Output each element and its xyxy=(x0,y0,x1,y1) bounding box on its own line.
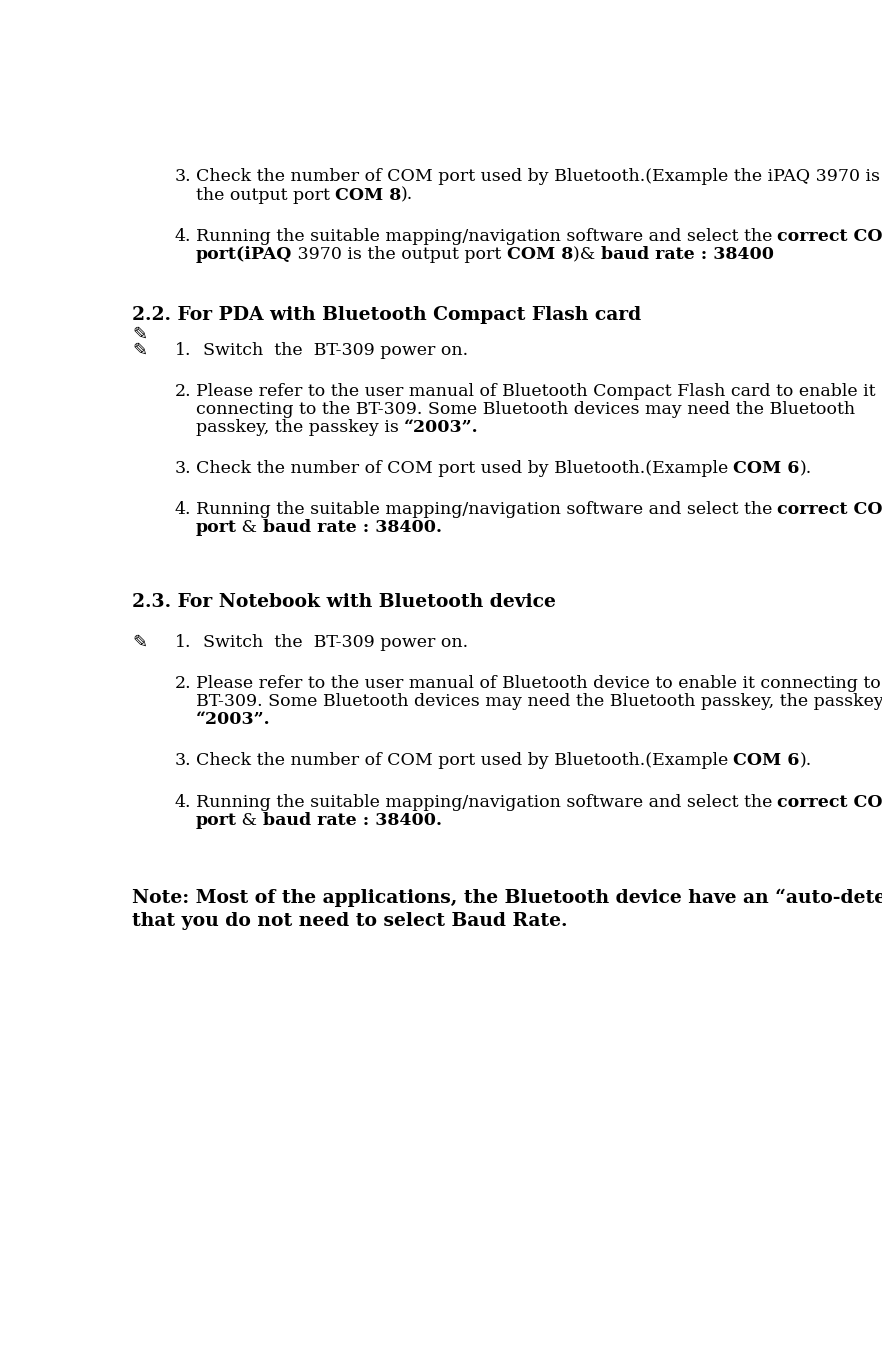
Text: 4.: 4. xyxy=(175,501,191,519)
Text: correct COM: correct COM xyxy=(777,501,882,519)
Text: Running the suitable mapping/navigation software and select the: Running the suitable mapping/navigation … xyxy=(196,228,777,244)
Text: ✎: ✎ xyxy=(132,634,147,652)
Text: ✎: ✎ xyxy=(132,327,147,344)
Text: )&: )& xyxy=(573,246,601,263)
Text: Running the suitable mapping/navigation software and select the: Running the suitable mapping/navigation … xyxy=(196,793,777,811)
Text: ).: ). xyxy=(800,460,811,477)
Text: 3.: 3. xyxy=(175,169,191,185)
Text: 1.: 1. xyxy=(175,634,191,650)
Text: Check the number of COM port used by Bluetooth.(Example: Check the number of COM port used by Blu… xyxy=(196,752,733,770)
Text: 2.3. For Notebook with Bluetooth device: 2.3. For Notebook with Bluetooth device xyxy=(132,593,556,611)
Text: 2.2. For PDA with Bluetooth Compact Flash card: 2.2. For PDA with Bluetooth Compact Flas… xyxy=(132,306,641,324)
Text: Switch  the  BT-309 power on.: Switch the BT-309 power on. xyxy=(203,342,468,358)
Text: 2.: 2. xyxy=(175,675,191,691)
Text: ✎: ✎ xyxy=(132,342,147,359)
Text: port: port xyxy=(196,812,236,829)
Text: “2003”.: “2003”. xyxy=(404,418,479,436)
Text: 1.: 1. xyxy=(175,342,191,358)
Text: connecting to the BT-309. Some Bluetooth devices may need the Bluetooth: connecting to the BT-309. Some Bluetooth… xyxy=(196,401,855,418)
Text: &: & xyxy=(236,520,263,536)
Text: baud rate : 38400.: baud rate : 38400. xyxy=(263,520,442,536)
Text: COM 6: COM 6 xyxy=(733,460,800,477)
Text: 4.: 4. xyxy=(175,793,191,811)
Text: COM 6: COM 6 xyxy=(733,752,800,770)
Text: baud rate : 38400: baud rate : 38400 xyxy=(601,246,774,263)
Text: 3970 is the output port: 3970 is the output port xyxy=(292,246,506,263)
Text: correct COM: correct COM xyxy=(777,793,882,811)
Text: COM 8: COM 8 xyxy=(335,187,401,203)
Text: ).: ). xyxy=(401,187,414,203)
Text: “2003”.: “2003”. xyxy=(196,711,270,729)
Text: 3.: 3. xyxy=(175,752,191,770)
Text: &: & xyxy=(236,812,263,829)
Text: Switch  the  BT-309 power on.: Switch the BT-309 power on. xyxy=(203,634,468,650)
Text: ).: ). xyxy=(800,752,811,770)
Text: BT-309. Some Bluetooth devices may need the Bluetooth passkey, the passkey is: BT-309. Some Bluetooth devices may need … xyxy=(196,693,882,711)
Text: Please refer to the user manual of Bluetooth device to enable it connecting to t: Please refer to the user manual of Bluet… xyxy=(196,675,882,691)
Text: port(iPAQ: port(iPAQ xyxy=(196,246,292,263)
Text: passkey, the passkey is: passkey, the passkey is xyxy=(196,418,404,436)
Text: Check the number of COM port used by Bluetooth.(Example the iPAQ 3970 is: Check the number of COM port used by Blu… xyxy=(196,169,879,185)
Text: COM 8: COM 8 xyxy=(506,246,573,263)
Text: port: port xyxy=(196,520,236,536)
Text: the output port: the output port xyxy=(196,187,335,203)
Text: Running the suitable mapping/navigation software and select the: Running the suitable mapping/navigation … xyxy=(196,501,777,519)
Text: 2.: 2. xyxy=(175,383,191,399)
Text: correct COM: correct COM xyxy=(777,228,882,244)
Text: baud rate : 38400.: baud rate : 38400. xyxy=(263,812,442,829)
Text: Note: Most of the applications, the Bluetooth device have an “auto-detect” featu: Note: Most of the applications, the Blue… xyxy=(132,889,882,907)
Text: Please refer to the user manual of Bluetooth Compact Flash card to enable it: Please refer to the user manual of Bluet… xyxy=(196,383,875,399)
Text: 3.: 3. xyxy=(175,460,191,477)
Text: that you do not need to select Baud Rate.: that you do not need to select Baud Rate… xyxy=(132,911,567,930)
Text: Check the number of COM port used by Bluetooth.(Example: Check the number of COM port used by Blu… xyxy=(196,460,733,477)
Text: 4.: 4. xyxy=(175,228,191,244)
